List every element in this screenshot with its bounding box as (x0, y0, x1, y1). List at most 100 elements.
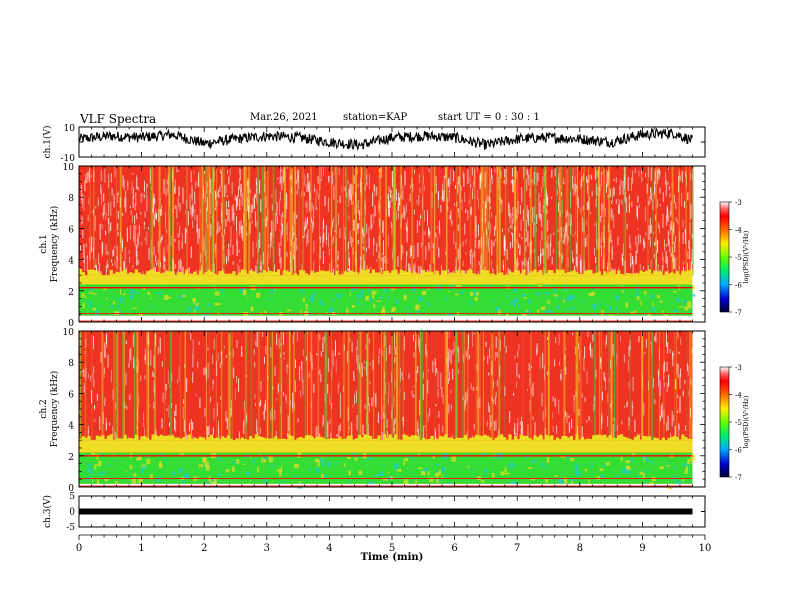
spectro-speckle (414, 169, 415, 174)
green-band-texture (84, 296, 87, 298)
band-edge (215, 274, 219, 276)
band-edge (274, 272, 278, 276)
spectro-speckle (628, 196, 630, 213)
spectro-speckle (343, 385, 344, 392)
spectro-streak (287, 331, 288, 441)
green-band-texture (279, 470, 282, 477)
spectro-speckle (622, 180, 624, 195)
spectro-speckle (129, 394, 131, 401)
spectro-speckle (508, 202, 510, 217)
green-band-texture (96, 479, 100, 485)
spectro-speckle (593, 403, 594, 412)
band-edge (330, 438, 334, 441)
spectro-speckle (366, 223, 368, 234)
band-edge (349, 270, 353, 276)
spectro-streak (246, 331, 248, 441)
spectro-streak (364, 166, 366, 276)
spectro-speckle (434, 428, 436, 440)
spectro-speckle (628, 427, 630, 430)
spectro-speckle (336, 255, 338, 261)
band-edge (681, 434, 685, 441)
spectro-speckle (644, 351, 646, 354)
spectro-speckle (117, 210, 119, 220)
spectro-speckle (263, 410, 265, 420)
band-edge (550, 270, 554, 276)
spectro-speckle (665, 244, 667, 247)
spectro-speckle (527, 230, 529, 247)
spectro-speckle (255, 177, 257, 185)
spectro-streak (335, 166, 338, 276)
spectro-speckle (663, 361, 665, 372)
spectro-speckle (373, 237, 375, 246)
spectro-speckle (493, 399, 495, 404)
spectro-speckle (512, 180, 514, 193)
green-band-texture (114, 460, 117, 463)
spectro-speckle (483, 235, 485, 252)
spectro-speckle (236, 197, 237, 211)
green-band-texture (113, 300, 115, 305)
spectro-speckle (348, 251, 350, 265)
green-band-texture (314, 458, 320, 462)
spectro-speckle (177, 270, 179, 274)
spectro-speckle (632, 377, 634, 391)
green-band-texture (625, 302, 628, 308)
spectro-streak (567, 166, 569, 276)
spectro-speckle (473, 251, 475, 258)
spectro-speckle (579, 207, 581, 213)
green-band-texture (91, 470, 93, 476)
spectro-speckle (80, 245, 81, 251)
band-edge (636, 273, 640, 276)
spectro-speckle (516, 238, 518, 245)
green-band-texture (184, 473, 189, 479)
spectro-speckle (209, 425, 210, 437)
green-band-texture (659, 466, 664, 470)
green-band-texture (615, 306, 617, 311)
green-band-texture (496, 306, 500, 311)
spectro-speckle (512, 233, 514, 248)
spectro-speckle (132, 333, 134, 347)
spectro-speckle (526, 260, 528, 276)
colorbar-tick-label: -7 (735, 309, 742, 317)
spectro-speckle (450, 209, 452, 224)
spectro-speckle (217, 189, 219, 196)
spectro-speckle (581, 392, 583, 398)
spectro-streak (686, 331, 688, 441)
spectro-speckle (607, 266, 608, 274)
spectro-speckle (536, 214, 538, 224)
band-edge (282, 270, 286, 276)
spectro-speckle (488, 237, 490, 252)
band-edge (681, 270, 685, 276)
spectro-streak (347, 331, 350, 441)
green-band-texture (588, 479, 590, 485)
spectro-speckle (650, 259, 652, 269)
spectro-streak (419, 331, 421, 441)
band-edge (335, 438, 339, 441)
spectro-speckle (221, 210, 223, 224)
spectro-speckle (161, 361, 163, 367)
spectro-speckle (281, 176, 283, 191)
spectro-speckle (279, 228, 281, 231)
spectro-streak (120, 166, 122, 276)
band-edge (422, 270, 426, 276)
spectro-speckle (538, 202, 540, 218)
spectro-speckle (349, 257, 350, 273)
band-edge (497, 435, 501, 441)
spectro-speckle (572, 234, 574, 237)
spectro-speckle (429, 231, 431, 235)
spectro-speckle (136, 238, 138, 249)
spectro-speckle (517, 351, 519, 358)
spectro-speckle (690, 407, 691, 418)
spectro-speckle (149, 404, 151, 407)
spectro-speckle (465, 208, 467, 213)
spectro-speckle (659, 228, 660, 234)
spectro-speckle (344, 227, 346, 240)
spectro-speckle (582, 205, 584, 211)
spectro-streak (446, 331, 448, 441)
green-band-texture (569, 478, 574, 482)
spectro-speckle (675, 217, 677, 222)
spectro-speckle (146, 183, 147, 197)
green-band-texture (474, 291, 479, 296)
band-edge (480, 269, 484, 276)
spectro-speckle (677, 410, 678, 413)
spectro-speckle (595, 369, 597, 379)
